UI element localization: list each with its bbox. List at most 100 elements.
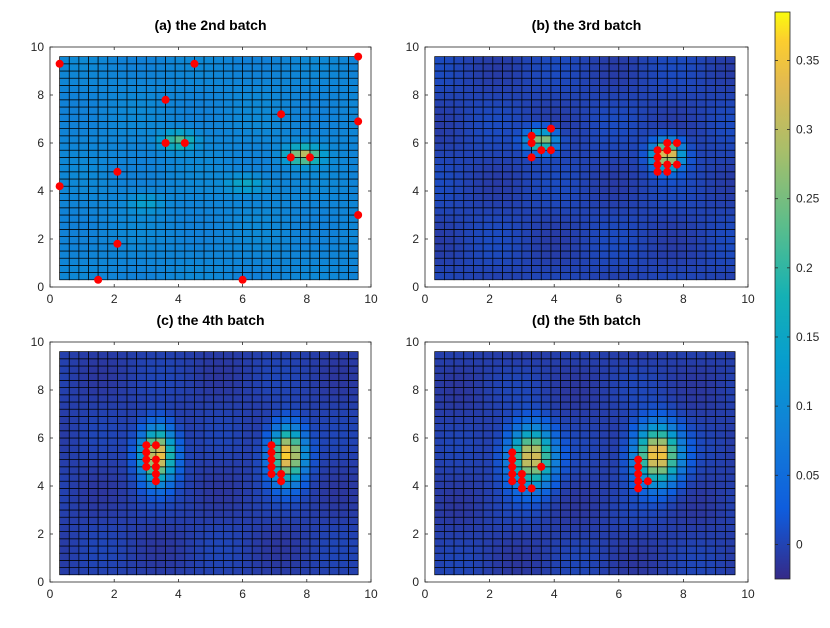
surface-cell	[725, 452, 736, 460]
surface-cell	[117, 408, 128, 417]
surface-cell	[251, 488, 263, 496]
surface-cell	[107, 250, 118, 259]
surface-cell	[569, 509, 581, 518]
surface-cell	[348, 351, 359, 360]
surface-cell	[126, 178, 138, 187]
surface-cell	[550, 85, 562, 93]
surface-cell	[511, 351, 523, 360]
surface-cell	[174, 560, 186, 568]
surface-cell	[300, 444, 311, 453]
surface-cell	[589, 459, 600, 468]
surface-cell	[59, 416, 70, 424]
surface-cell	[328, 480, 340, 489]
surface-cell	[579, 221, 591, 230]
surface-cell	[473, 509, 484, 518]
surface-cell	[676, 106, 687, 115]
colorbar-tick-label: 0.15	[796, 330, 820, 344]
surface-cell	[482, 99, 494, 108]
surface-cell	[560, 92, 571, 101]
surface-cell	[242, 452, 253, 460]
surface-cell	[117, 135, 128, 144]
surface-cell	[97, 164, 109, 173]
surface-cell	[473, 157, 484, 165]
surface-cell	[444, 272, 455, 281]
surface-cell	[628, 221, 639, 230]
surface-cell	[280, 128, 292, 137]
surface-cell	[599, 516, 610, 525]
surface-cell	[126, 416, 138, 424]
surface-cell	[725, 459, 736, 468]
surface-cell	[213, 236, 224, 245]
sample-points	[508, 448, 652, 493]
surface-cell	[165, 207, 176, 216]
surface-cell	[725, 200, 736, 209]
surface-cell	[319, 164, 330, 173]
surface-cell	[579, 92, 591, 101]
surface-cell	[531, 70, 542, 79]
surface-cell	[97, 113, 109, 122]
surface-cell	[492, 430, 503, 439]
surface-cell	[637, 113, 649, 122]
surface-cell	[569, 113, 581, 122]
surface-cell	[434, 567, 445, 576]
surface-cell	[88, 135, 99, 144]
surface-cell	[222, 466, 234, 475]
surface-cell	[261, 387, 272, 396]
surface-cell	[647, 257, 658, 266]
surface-cell	[482, 430, 494, 439]
surface-cell	[482, 70, 494, 79]
surface-cell	[97, 459, 109, 468]
surface-cell	[328, 257, 340, 266]
surface-cell	[300, 365, 311, 374]
surface-cell	[434, 552, 445, 561]
sample-point	[527, 484, 536, 493]
surface-cell	[280, 77, 292, 86]
surface-cell	[695, 545, 707, 554]
surface-cell	[174, 509, 186, 518]
surface-cell	[599, 128, 610, 137]
surface-cell	[309, 502, 320, 511]
surface-cell	[261, 488, 272, 496]
surface-cell	[725, 70, 736, 79]
surface-cell	[715, 99, 726, 108]
surface-cell	[88, 387, 99, 396]
surface-cell	[676, 516, 687, 525]
surface-cell	[78, 416, 89, 424]
surface-cell	[242, 531, 253, 540]
surface-cell	[97, 567, 109, 576]
surface-cell	[165, 351, 176, 360]
x-tick-label: 2	[486, 587, 493, 601]
surface-cell	[97, 200, 109, 209]
surface-cell	[290, 394, 301, 403]
surface-cell	[348, 408, 359, 417]
surface-cell	[637, 243, 649, 252]
surface-cell	[453, 473, 465, 482]
surface-cell	[165, 502, 176, 511]
surface-cell	[338, 229, 349, 237]
surface-cell	[705, 135, 717, 144]
surface-cell	[715, 250, 726, 259]
surface-cell	[695, 401, 707, 410]
surface-cell	[328, 214, 340, 223]
surface-cell	[222, 516, 234, 525]
surface-cell	[647, 121, 658, 129]
surface-cell	[482, 437, 494, 446]
surface-cell	[492, 214, 503, 223]
surface-cell	[88, 545, 99, 554]
surface-cell	[242, 149, 253, 158]
surface-cell	[715, 459, 726, 468]
surface-cell	[676, 149, 687, 158]
surface-cell	[579, 416, 591, 424]
surface-cell	[261, 380, 272, 388]
y-tick-label: 4	[37, 479, 44, 493]
surface-cell	[68, 545, 80, 554]
surface-cell	[599, 552, 610, 561]
surface-cell	[348, 135, 359, 144]
surface-cell	[434, 135, 445, 144]
surface-cell	[222, 452, 234, 460]
surface-cell	[560, 365, 571, 374]
surface-cell	[686, 128, 697, 137]
surface-cell	[560, 452, 571, 460]
surface-cell	[725, 85, 736, 93]
surface-cell	[319, 394, 330, 403]
